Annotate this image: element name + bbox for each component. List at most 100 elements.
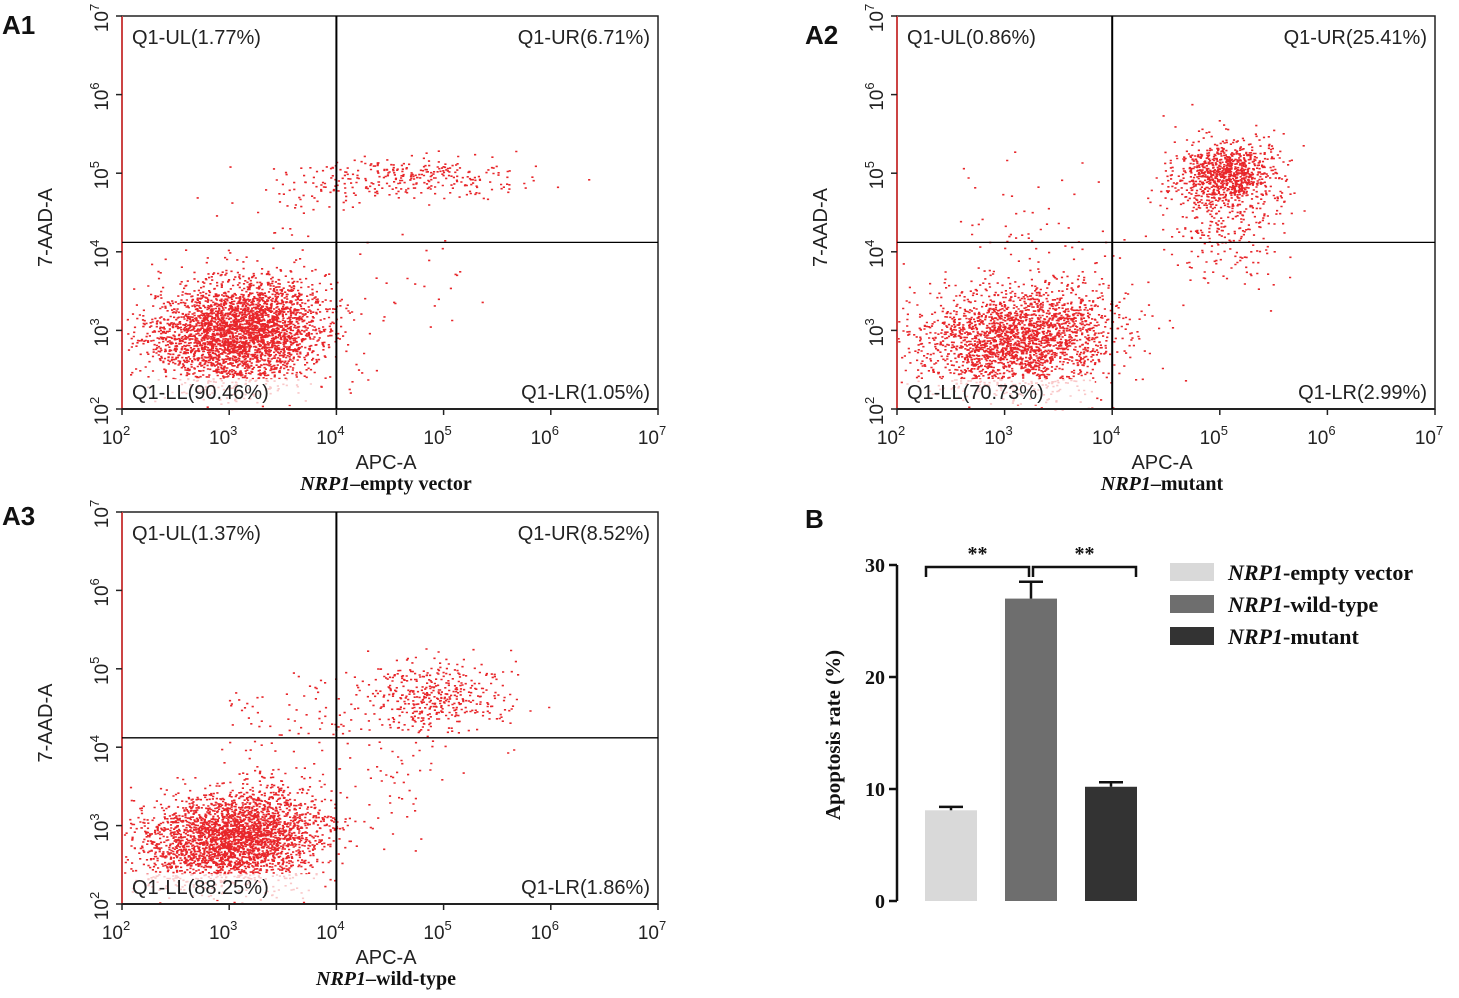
scatter-cluster-3	[1147, 103, 1306, 312]
panel-label: A2	[805, 20, 838, 50]
y-tick-label: 30	[865, 555, 885, 577]
scatter-cluster-2	[229, 150, 591, 206]
x-axis-title: APC-A	[355, 452, 417, 474]
scatter-points	[123, 648, 551, 905]
quadrant-label-lr: Q1-LR(1.86%)	[521, 877, 650, 899]
legend: NRP1-empty vectorNRP1-wild-typeNRP1-muta…	[1170, 560, 1413, 649]
y-tick-label: 105	[87, 657, 113, 685]
y-tick-label: 106	[87, 578, 113, 606]
legend-gene: NRP1	[1227, 560, 1283, 585]
bar	[925, 810, 977, 901]
panel-label: A1	[2, 10, 35, 40]
x-axis-title: APC-A	[355, 947, 417, 969]
scatter-cluster-points	[123, 749, 386, 905]
quadrant-label-ul: Q1-UL(1.37%)	[132, 523, 261, 545]
scatter-cluster-1	[976, 257, 1164, 410]
scatter-cluster-points	[1147, 103, 1306, 312]
x-tick-label: 104	[1092, 423, 1120, 449]
panel-a1: A1 Q1-UL(1.77%) Q1-UR(6.71%) Q1-LL(90.46%) Q…	[2, 4, 666, 495]
scatter-cluster-0	[123, 749, 386, 905]
y-axis-title: 7-AAD-A	[810, 187, 832, 267]
scatter-cluster-points	[897, 251, 1188, 411]
quadrant-label-ur: Q1-UR(8.52%)	[518, 523, 650, 545]
caption-condition: –wild-type	[365, 968, 456, 990]
quadrant-label-bg	[128, 379, 320, 405]
legend-swatch	[1170, 595, 1214, 613]
x-tick-label: 107	[1415, 423, 1443, 449]
scatter-cluster-points	[126, 249, 386, 411]
legend-condition: -mutant	[1283, 624, 1359, 649]
x-tick-label: 105	[1200, 423, 1228, 449]
quadrant-label-ll: Q1-LL(90.46%)	[132, 382, 269, 404]
caption-gene: NRP1	[1100, 473, 1151, 495]
legend-condition: -wild-type	[1283, 592, 1379, 617]
caption-gene: NRP1	[315, 968, 366, 990]
scatter-cluster-4	[959, 151, 1147, 323]
y-tick-label: 102	[87, 397, 113, 425]
quadrant-label-bg	[903, 379, 1095, 405]
caption-condition: –mutant	[1150, 473, 1224, 495]
scatter-cluster-0	[897, 251, 1188, 411]
scatter-cluster-points	[206, 247, 367, 404]
quadrant-label-lr: Q1-LR(1.05%)	[521, 382, 650, 404]
x-tick-label: 103	[209, 423, 237, 449]
scatter-cluster-points	[221, 672, 381, 776]
quadrant-label-ll: Q1-LL(70.73%)	[907, 382, 1044, 404]
scatter-cluster-points	[229, 150, 591, 206]
panel-caption: NRP1–mutant	[1100, 473, 1224, 495]
quadrant-label-bg	[128, 874, 320, 900]
significance-label: **	[1075, 543, 1095, 565]
panel-caption: NRP1–wild-type	[315, 968, 456, 990]
panel-label: A3	[2, 501, 35, 531]
significance-bracket	[924, 565, 1031, 577]
x-tick-label: 104	[316, 423, 344, 449]
legend-gene: NRP1	[1227, 624, 1283, 649]
x-tick-label: 102	[102, 918, 130, 944]
y-tick-label: 104	[862, 240, 888, 268]
quadrant-label-ul: Q1-UL(0.86%)	[907, 27, 1036, 49]
y-tick-label: 107	[87, 500, 113, 528]
scatter-cluster-points	[196, 171, 356, 238]
panel-caption: NRP1–empty vector	[299, 473, 472, 495]
y-tick-label: 102	[87, 892, 113, 920]
x-tick-label: 105	[423, 423, 451, 449]
legend-swatch	[1170, 563, 1214, 581]
y-tick-label: 103	[87, 813, 113, 841]
scatter-cluster-3	[196, 171, 356, 238]
y-tick-label: 0	[875, 891, 885, 913]
legend-gene: NRP1	[1227, 592, 1283, 617]
x-tick-label: 103	[209, 918, 237, 944]
x-tick-label: 104	[316, 918, 344, 944]
scatter-cluster-points	[1147, 120, 1305, 224]
y-tick-label: 104	[87, 735, 113, 763]
x-tick-label: 105	[423, 918, 451, 944]
significance-bracket	[1031, 565, 1138, 577]
y-tick-label: 10	[865, 779, 885, 801]
scatter-cluster-points	[324, 648, 551, 757]
x-tick-label: 107	[638, 918, 666, 944]
panel-label: B	[805, 504, 824, 534]
y-tick-label: 107	[862, 4, 888, 32]
y-tick-label: 102	[862, 397, 888, 425]
y-tick-label: 103	[87, 318, 113, 346]
y-tick-label: 103	[862, 318, 888, 346]
y-tick-label: 105	[862, 161, 888, 189]
y-axis-title: 7-AAD-A	[35, 187, 57, 267]
scatter-cluster-2	[324, 648, 551, 757]
scatter-cluster-points	[959, 151, 1147, 323]
y-axis-title: Apoptosis rate (%)	[821, 650, 845, 820]
legend-label: NRP1-wild-type	[1227, 592, 1379, 617]
x-tick-label: 103	[984, 423, 1012, 449]
x-tick-label: 102	[102, 423, 130, 449]
scatter-cluster-points	[976, 257, 1164, 410]
quadrant-label-ul: Q1-UL(1.77%)	[132, 27, 261, 49]
scatter-cluster-1	[206, 247, 367, 404]
significance-label: **	[968, 543, 988, 565]
legend-condition: -empty vector	[1283, 560, 1413, 585]
x-axis-title: APC-A	[1131, 452, 1193, 474]
y-tick-label: 105	[87, 161, 113, 189]
x-tick-label: 106	[531, 918, 559, 944]
y-axis-title: 7-AAD-A	[35, 683, 57, 763]
